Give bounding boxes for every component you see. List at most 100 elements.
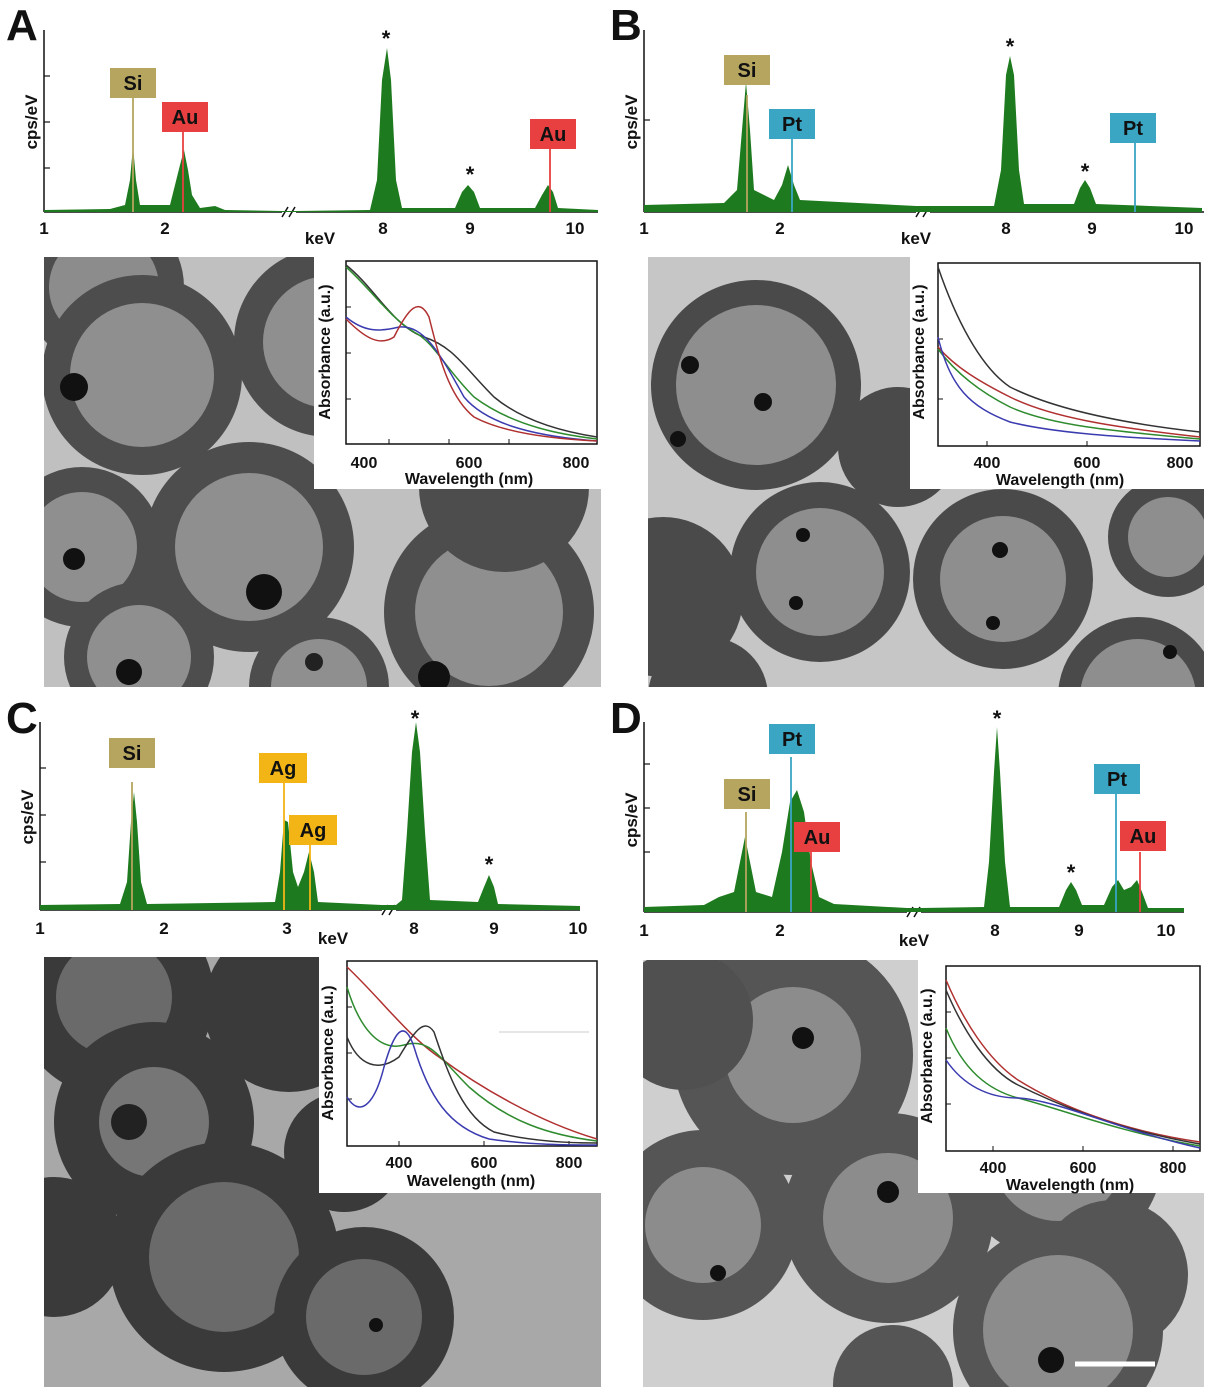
x-tick: 10	[1157, 921, 1176, 940]
peak-star: *	[993, 706, 1002, 731]
nanoparticle-shells	[44, 957, 454, 1387]
inset-x-tick: 800	[1160, 1160, 1187, 1177]
x-tick: 1	[39, 219, 48, 238]
x-tick: 10	[1175, 219, 1194, 238]
inset-x-tick: 600	[1070, 1160, 1097, 1177]
eds-spectrum-fill	[644, 727, 1184, 912]
peak-star: *	[1067, 860, 1076, 885]
eds-spectrum-d: Si Pt Au Pt Au * * cps/eV 1 2 keV 8 9 10	[604, 706, 1210, 952]
eds-label-pt: Pt	[1107, 769, 1127, 791]
inset-y-label: Absorbance (a.u.)	[911, 284, 928, 419]
x-tick: 2	[775, 219, 784, 238]
y-axis-label: cps/eV	[622, 94, 641, 149]
curve-black	[937, 266, 1201, 433]
peak-star: *	[466, 162, 475, 187]
eds-label-au: Au	[540, 124, 567, 146]
tem-image-b: Absorbance (a.u.) 400 600 800 Wavelength…	[648, 257, 1204, 687]
x-tick: 9	[489, 919, 498, 938]
inset-x-tick: 800	[1167, 455, 1194, 472]
inset-x-tick: 600	[456, 455, 483, 472]
tem-image-a: Absorbance (a.u.) 400 600 800 Wavelength…	[44, 257, 601, 687]
eds-label-au: Au	[172, 107, 199, 129]
curve-red	[345, 305, 598, 442]
inset-x-label: Wavelength (nm)	[1006, 1177, 1134, 1194]
uv-vis-inset-a: Absorbance (a.u.) 400 600 800 Wavelength…	[314, 257, 601, 489]
x-axis-label: keV	[305, 229, 336, 248]
x-tick: 8	[990, 921, 999, 940]
peak-star: *	[411, 706, 420, 731]
curve-blue	[945, 1059, 1201, 1149]
inset-x-tick: 400	[980, 1160, 1007, 1177]
uv-vis-inset-d: Absorbance (a.u.) 400 600 800 Wavelength…	[918, 960, 1204, 1194]
peak-star: *	[1081, 159, 1090, 184]
panel-letter-c: C	[6, 694, 38, 743]
inset-x-label: Wavelength (nm)	[405, 471, 533, 488]
inset-x-tick: 800	[556, 1155, 583, 1172]
curve-black	[345, 264, 598, 438]
x-tick: 10	[566, 219, 585, 238]
x-tick: 9	[1087, 219, 1096, 238]
curve-black	[945, 989, 1201, 1145]
inset-y-label: Absorbance (a.u.)	[320, 985, 337, 1120]
eds-label-au: Au	[1130, 826, 1157, 848]
eds-label-pt: Pt	[782, 729, 802, 751]
curve-red	[346, 966, 598, 1140]
x-tick: 2	[160, 219, 169, 238]
y-axis-label: cps/eV	[18, 789, 37, 844]
uv-vis-inset-b: Absorbance (a.u.) 400 600 800 Wavelength…	[910, 257, 1204, 489]
inset-x-label: Wavelength (nm)	[407, 1173, 535, 1190]
x-tick: 9	[1074, 921, 1083, 940]
x-tick: 1	[639, 219, 648, 238]
curve-green	[346, 986, 598, 1142]
x-tick: 2	[159, 919, 168, 938]
x-tick: 8	[409, 919, 418, 938]
x-tick: 3	[282, 919, 291, 938]
inset-x-tick: 600	[1074, 455, 1101, 472]
x-tick: 9	[465, 219, 474, 238]
x-tick: 8	[1001, 219, 1010, 238]
eds-label-si: Si	[124, 73, 143, 95]
y-axis-label: cps/eV	[22, 94, 41, 149]
x-axis-label: keV	[318, 929, 349, 948]
peak-star: *	[485, 852, 494, 877]
uv-vis-inset-c: Absorbance (a.u.) 400 600 800 Wavelength…	[319, 957, 601, 1193]
eds-label-si: Si	[738, 784, 757, 806]
x-tick: 10	[569, 919, 588, 938]
inset-x-tick: 400	[386, 1155, 413, 1172]
curve-green	[345, 266, 598, 440]
peak-star: *	[382, 26, 391, 51]
eds-spectrum-a: Si Au Au * * cps/eV 1 2 keV 8 9 10	[0, 20, 600, 250]
x-axis-label: keV	[899, 931, 930, 950]
tem-image-d: Absorbance (a.u.) 400 600 800 Wavelength…	[643, 960, 1204, 1387]
curve-blue	[346, 1030, 598, 1146]
panel-letter-d: D	[610, 694, 642, 743]
eds-label-ag: Ag	[300, 820, 327, 842]
curve-black	[346, 1025, 598, 1144]
curve-red	[945, 979, 1201, 1143]
curve-green	[945, 1027, 1201, 1147]
eds-label-pt: Pt	[1123, 118, 1143, 140]
x-tick: 8	[378, 219, 387, 238]
x-tick: 1	[639, 921, 648, 940]
eds-spectrum-b: Si Pt Pt * * cps/eV 1 2 keV 8 9 10	[604, 20, 1210, 250]
curve-green	[937, 348, 1201, 440]
x-tick: 1	[35, 919, 44, 938]
inset-x-tick: 600	[471, 1155, 498, 1172]
tem-image-c: Absorbance (a.u.) 400 600 800 Wavelength…	[44, 957, 601, 1387]
inset-x-tick: 800	[563, 455, 590, 472]
y-axis-label: cps/eV	[622, 792, 641, 847]
curve-blue	[345, 316, 598, 442]
inset-y-label: Absorbance (a.u.)	[317, 284, 334, 419]
eds-label-si: Si	[123, 743, 142, 765]
curve-blue	[937, 336, 1201, 442]
inset-y-label: Absorbance (a.u.)	[919, 988, 936, 1123]
eds-label-ag: Ag	[270, 758, 297, 780]
curve-red	[937, 346, 1201, 438]
eds-label-au: Au	[804, 827, 831, 849]
x-axis-label: keV	[901, 229, 932, 248]
x-tick: 2	[775, 921, 784, 940]
eds-label-pt: Pt	[782, 114, 802, 136]
inset-x-label: Wavelength (nm)	[996, 472, 1124, 489]
eds-spectrum-c: Si Ag Ag * * cps/eV 1 2 3 keV 8 9 10	[0, 706, 600, 952]
eds-label-si: Si	[738, 60, 757, 82]
